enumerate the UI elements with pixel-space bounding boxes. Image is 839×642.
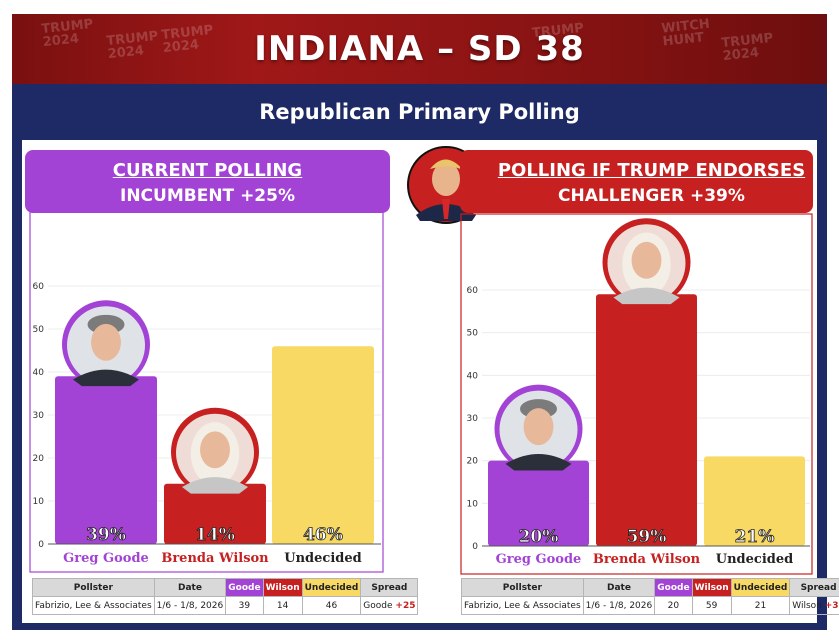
- avatar-greg-goode-shoulders: [505, 453, 572, 471]
- avatar-greg-goode-face: [91, 323, 121, 361]
- y-tick-label: 20: [33, 454, 45, 464]
- cell-wilson: 59: [691, 596, 732, 615]
- page-subtitle: Republican Primary Polling: [259, 100, 580, 124]
- col-date: Date: [582, 578, 656, 597]
- col-spread: Spread: [789, 578, 839, 597]
- table-row: Fabrizio, Lee & Associates 1/6 - 1/8, 20…: [461, 596, 839, 615]
- trump-endorse-title: POLLING IF TRUMP ENDORSES: [497, 160, 806, 181]
- trump-face: [432, 162, 460, 196]
- data-label: 21%: [735, 527, 775, 547]
- y-tick-label: 50: [33, 325, 45, 335]
- poll-table-endorse: Pollster Date Goode Wilson Undecided Spr…: [461, 578, 839, 615]
- bar-greg-goode: [55, 376, 157, 544]
- table-header-row: Pollster Date Goode Wilson Undecided Spr…: [32, 578, 419, 597]
- cell-spread: Goode +25: [360, 596, 419, 615]
- col-pollster: Pollster: [461, 578, 584, 597]
- cell-date: 1/6 - 1/8, 2026: [582, 596, 656, 615]
- avatar-greg-goode-shoulders: [73, 369, 139, 387]
- table-row: Fabrizio, Lee & Associates 1/6 - 1/8, 20…: [32, 596, 419, 615]
- category-label: Greg Goode: [496, 552, 582, 567]
- page-title: INDIANA – SD 38: [254, 29, 585, 69]
- col-goode: Goode: [654, 578, 693, 597]
- category-label: Greg Goode: [63, 551, 149, 566]
- data-label: 46%: [303, 525, 343, 545]
- cell-wilson: 14: [262, 596, 303, 615]
- current-polling-header: CURRENT POLLING INCUMBENT +25%: [25, 150, 390, 213]
- avatar-brenda-wilson-shoulders: [613, 287, 680, 305]
- cell-pollster: Fabrizio, Lee & Associates: [461, 596, 584, 615]
- category-label: Brenda Wilson: [161, 551, 269, 566]
- y-tick-label: 0: [472, 542, 478, 552]
- y-tick-label: 60: [467, 286, 479, 296]
- bar-greg-goode: [488, 460, 589, 546]
- spread-name: Goode: [363, 600, 393, 611]
- y-tick-label: 60: [33, 282, 45, 292]
- y-tick-label: 40: [33, 368, 45, 378]
- y-tick-label: 40: [467, 371, 479, 381]
- incumbent-lead-label: INCUMBENT +25%: [120, 186, 295, 206]
- cell-date: 1/6 - 1/8, 2026: [153, 596, 227, 615]
- data-label: 14%: [195, 525, 235, 545]
- col-undecided: Undecided: [730, 578, 791, 597]
- bar-undecided: [272, 346, 374, 544]
- chart-frame-1: [460, 213, 813, 575]
- avatar-brenda-wilson-face: [631, 241, 662, 279]
- data-label: 59%: [627, 527, 667, 547]
- title-banner: TRUMP 2024 TRUMP 2024 TRUMP 2024 TRUMP W…: [12, 14, 827, 84]
- y-tick-label: 10: [33, 497, 45, 507]
- trump-tie: [442, 199, 450, 219]
- spread-name: Wilson: [792, 600, 822, 611]
- y-tick-label: 30: [467, 414, 479, 424]
- y-tick-label: 20: [467, 457, 479, 467]
- avatar-brenda-wilson-face: [200, 431, 230, 469]
- y-tick-label: 0: [38, 540, 44, 550]
- bar-brenda-wilson: [164, 483, 266, 544]
- data-label: 39%: [86, 525, 126, 545]
- category-label: Undecided: [716, 552, 793, 567]
- spread-value: +25: [395, 600, 416, 611]
- avatar-greg-goode-face: [523, 408, 554, 446]
- table-header-row: Pollster Date Goode Wilson Undecided Spr…: [461, 578, 839, 597]
- col-wilson: Wilson: [262, 578, 303, 597]
- col-goode: Goode: [225, 578, 264, 597]
- category-label: Brenda Wilson: [593, 552, 701, 567]
- col-spread: Spread: [360, 578, 419, 597]
- cell-spread: Wilson +39: [789, 596, 839, 615]
- cell-goode: 39: [225, 596, 264, 615]
- bar-brenda-wilson: [596, 294, 697, 546]
- category-label: Undecided: [284, 551, 361, 566]
- cell-undecided: 21: [730, 596, 791, 615]
- trump-hair: [430, 159, 464, 171]
- current-polling-title: CURRENT POLLING: [112, 160, 303, 181]
- cell-undecided: 46: [301, 596, 362, 615]
- col-date: Date: [153, 578, 227, 597]
- y-tick-label: 30: [33, 411, 45, 421]
- bar-undecided: [704, 456, 805, 546]
- spread-value: +39: [824, 600, 839, 611]
- col-undecided: Undecided: [301, 578, 362, 597]
- y-tick-label: 50: [467, 329, 479, 339]
- cell-pollster: Fabrizio, Lee & Associates: [32, 596, 155, 615]
- data-label: 20%: [519, 527, 559, 547]
- col-pollster: Pollster: [32, 578, 155, 597]
- trump-endorse-header: POLLING IF TRUMP ENDORSES CHALLENGER +39…: [460, 150, 813, 213]
- challenger-lead-label: CHALLENGER +39%: [558, 186, 745, 206]
- y-tick-label: 10: [467, 499, 479, 509]
- cell-goode: 20: [654, 596, 693, 615]
- col-wilson: Wilson: [691, 578, 732, 597]
- avatar-brenda-wilson-shoulders: [182, 477, 248, 494]
- poll-table-current: Pollster Date Goode Wilson Undecided Spr…: [32, 578, 419, 615]
